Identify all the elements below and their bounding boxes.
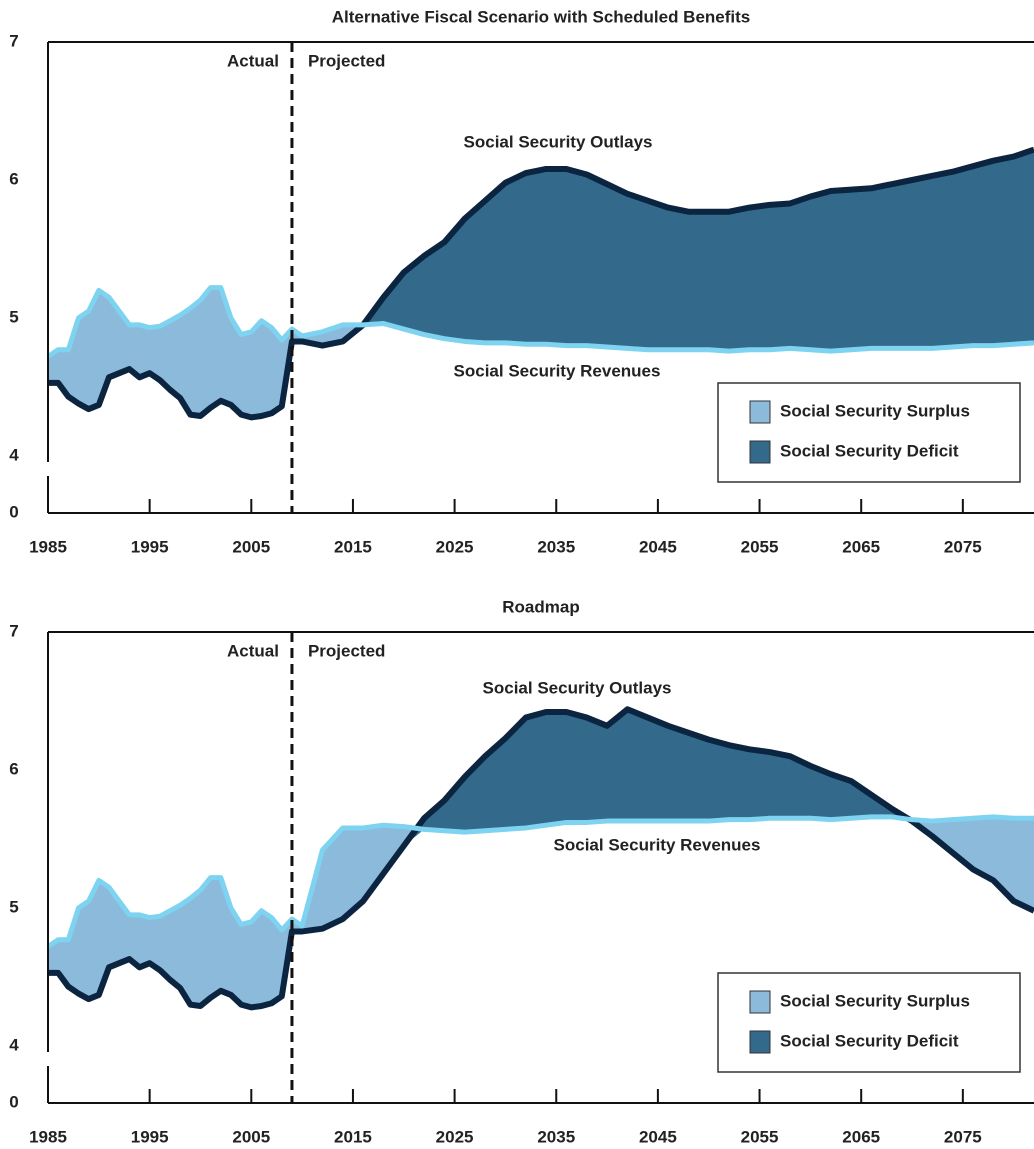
x-tick-label: 2065 <box>842 1127 880 1146</box>
x-tick-label: 2045 <box>639 1127 677 1146</box>
chart-title: Alternative Fiscal Scenario with Schedul… <box>332 7 751 26</box>
x-tick-label: 1985 <box>29 537 67 556</box>
y-tick-label: 6 <box>9 169 18 188</box>
legend-label: Social Security Deficit <box>780 1031 959 1050</box>
x-tick-label: 2015 <box>334 1127 372 1146</box>
legend-box <box>717 972 1021 1073</box>
y-tick-label: 6 <box>9 759 18 778</box>
series-label: Social Security Outlays <box>483 678 672 697</box>
deficit-area <box>48 709 1034 1008</box>
projected-label: Projected <box>308 641 385 660</box>
y-tick-label: 5 <box>9 307 18 326</box>
surplus-area <box>48 287 1034 418</box>
actual-label: Actual <box>227 51 279 70</box>
series-line <box>48 706 1034 1011</box>
x-tick-label: 2055 <box>741 537 779 556</box>
x-tick-label: 2035 <box>537 1127 575 1146</box>
actual-label: Actual <box>227 641 279 660</box>
y-tick-label: 0 <box>9 502 18 521</box>
legend-label: Social Security Surplus <box>780 401 970 420</box>
x-tick-label: 2075 <box>944 537 982 556</box>
deficit-area <box>48 149 1034 418</box>
x-tick-label: 2025 <box>436 1127 474 1146</box>
y-tick-label: 5 <box>9 897 18 916</box>
x-tick-label: 1995 <box>131 537 169 556</box>
legend-swatch <box>749 440 771 464</box>
legend-box <box>717 382 1021 483</box>
legend-swatch <box>749 400 771 424</box>
legend-swatch <box>749 1030 771 1054</box>
x-tick-label: 2005 <box>232 537 270 556</box>
projected-label: Projected <box>308 51 385 70</box>
y-tick-label: 0 <box>9 1092 18 1111</box>
x-tick-label: 1995 <box>131 1127 169 1146</box>
series-line <box>46 285 1034 359</box>
y-tick-label: 7 <box>9 621 18 640</box>
x-tick-label: 2055 <box>741 1127 779 1146</box>
series-label: Social Security Outlays <box>464 132 653 151</box>
legend-label: Social Security Surplus <box>780 991 970 1010</box>
series-line <box>48 146 1034 421</box>
series-label: Social Security Revenues <box>454 361 661 380</box>
y-tick-label: 4 <box>9 445 19 464</box>
x-tick-label: 2035 <box>537 537 575 556</box>
series-label: Social Security Revenues <box>554 835 761 854</box>
y-tick-label: 4 <box>9 1035 19 1054</box>
legend-swatch <box>749 990 771 1014</box>
x-tick-label: 2075 <box>944 1127 982 1146</box>
x-tick-label: 2005 <box>232 1127 270 1146</box>
x-tick-label: 2025 <box>436 537 474 556</box>
series-line <box>46 814 1034 949</box>
y-tick-label: 7 <box>9 31 18 50</box>
legend-label: Social Security Deficit <box>780 441 959 460</box>
x-tick-label: 2065 <box>842 537 880 556</box>
x-tick-label: 2015 <box>334 537 372 556</box>
x-tick-label: 2045 <box>639 537 677 556</box>
chart-title: Roadmap <box>502 597 579 616</box>
x-tick-label: 1985 <box>29 1127 67 1146</box>
